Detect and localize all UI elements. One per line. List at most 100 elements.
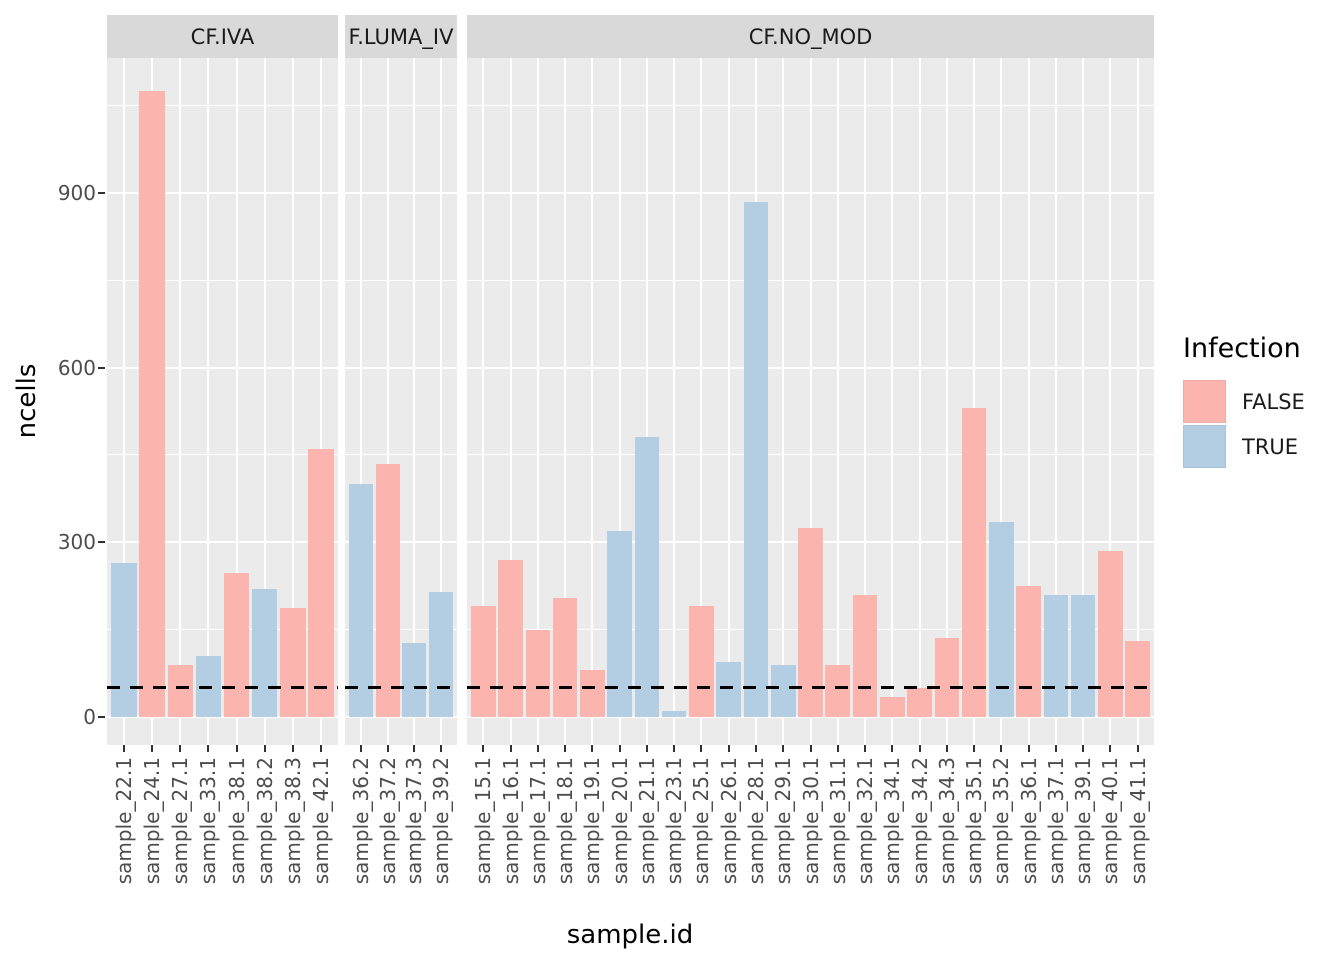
x-tick-label-sample_24.1: sample_24.1 [140,757,165,885]
x-tick-mark [700,745,703,752]
facet-strip: CF.NO_MOD [467,15,1154,58]
x-tick-label-sample_42.1: sample_42.1 [309,757,334,885]
bar-sample_29.1 [770,664,796,717]
gridline-minor-y [107,454,338,456]
x-tick-mark [1054,745,1057,752]
bar-sample_27.1 [167,664,193,717]
bar-sample_36.2 [349,484,373,717]
bar-sample_31.1 [825,664,851,717]
x-tick-label-sample_37.2: sample_37.2 [375,757,400,885]
threshold-dashed-line [107,686,338,690]
x-tick-label-sample_25.1: sample_25.1 [689,757,714,885]
gridline-major-x [864,58,867,745]
bar-sample_16.1 [498,559,523,717]
x-tick-mark [645,745,648,752]
bar-sample_30.1 [798,527,823,717]
bar-sample_22.1 [111,562,137,717]
legend-title: Infection [1183,333,1301,364]
x-tick-mark [263,745,266,752]
x-tick-label-sample_20.1: sample_20.1 [607,757,632,885]
gridline-major-x [1136,58,1139,745]
bar-sample_23.1 [661,711,687,717]
gridline-major-x [1109,58,1112,745]
facet-panel [345,58,457,745]
x-tick-mark [809,745,812,752]
x-tick-label-sample_40.1: sample_40.1 [1098,757,1123,885]
bar-sample_17.1 [525,629,551,717]
x-tick-mark [864,745,867,752]
x-tick-label-sample_28.1: sample_28.1 [743,757,768,885]
bar-sample_38.3 [280,608,306,717]
x-tick-label-sample_38.1: sample_38.1 [224,757,249,885]
gridline-major-x [179,58,182,745]
gridline-minor-y [107,104,338,106]
bar-sample_19.1 [580,670,605,717]
bar-sample_38.2 [252,588,278,717]
x-tick-label-sample_41.1: sample_41.1 [1125,757,1150,885]
gridline-major-x [263,58,266,745]
legend-key-swatch [1183,425,1226,468]
gridline-minor-y [107,629,338,631]
bar-sample_36.1 [1016,585,1041,717]
gridline-major-x [782,58,785,745]
x-tick-label-sample_35.2: sample_35.2 [989,757,1014,885]
x-tick-label-sample_31.1: sample_31.1 [825,757,850,885]
gridline-major-y [345,366,457,369]
x-tick-label-sample_23.1: sample_23.1 [662,757,687,885]
gridline-major-x [973,58,976,745]
x-tick-label-sample_26.1: sample_26.1 [716,757,741,885]
bar-sample_34.3 [934,638,960,717]
y-tick-mark [98,716,105,718]
gridline-major-x [413,58,416,745]
x-tick-mark [536,745,539,752]
x-tick-label-sample_38.2: sample_38.2 [252,757,277,885]
x-tick-mark [1082,745,1085,752]
gridline-minor-y [345,279,457,281]
legend-entries: FALSE TRUE [1183,380,1305,468]
bar-sample_20.1 [607,530,632,717]
gridline-major-x [235,58,238,745]
x-tick-mark [360,745,362,752]
bar-sample_34.1 [880,696,905,717]
gridline-major-x [809,58,812,745]
x-tick-label-sample_38.3: sample_38.3 [280,757,305,885]
x-tick-label-sample_36.2: sample_36.2 [349,757,373,885]
x-tick-label-sample_15.1: sample_15.1 [471,757,496,885]
x-tick-mark [973,745,976,752]
gridline-major-y [345,716,457,718]
facet-strip: CF.IVA [107,15,338,58]
y-tick-mark [98,541,105,544]
gridline-major-x [836,58,839,745]
bar-sample_25.1 [689,606,714,717]
bar-sample_18.1 [552,597,578,717]
threshold-dashed-line [467,686,1154,690]
x-tick-mark [673,745,676,752]
gridline-major-x [1054,58,1057,745]
x-tick-mark [591,745,594,752]
gridline-major-x [891,58,894,745]
x-tick-mark [235,745,238,752]
gridline-major-x [645,58,648,745]
gridline-major-y [345,191,457,194]
legend-entry-label: TRUE [1242,434,1299,459]
x-tick-mark [413,745,416,752]
x-tick-label-sample_21.1: sample_21.1 [634,757,659,885]
gridline-major-x [618,58,621,745]
x-tick-mark [291,745,294,752]
x-tick-mark [945,745,948,752]
x-tick-label-sample_37.1: sample_37.1 [1043,757,1068,885]
x-tick-label-sample_32.1: sample_32.1 [853,757,878,885]
facet-panel [467,58,1154,745]
x-tick-mark [207,745,210,752]
bar-sample_32.1 [852,594,878,717]
facet-panel [107,58,338,745]
bar-sample_24.1 [139,90,165,717]
gridline-major-x [122,58,125,745]
x-tick-mark [179,745,182,752]
gridline-major-x [1000,58,1003,745]
gridline-major-x [360,58,362,745]
x-tick-mark [836,745,839,752]
legend-entry-false: FALSE [1183,380,1305,423]
x-tick-mark [754,745,757,752]
legend-key-swatch [1183,380,1226,423]
